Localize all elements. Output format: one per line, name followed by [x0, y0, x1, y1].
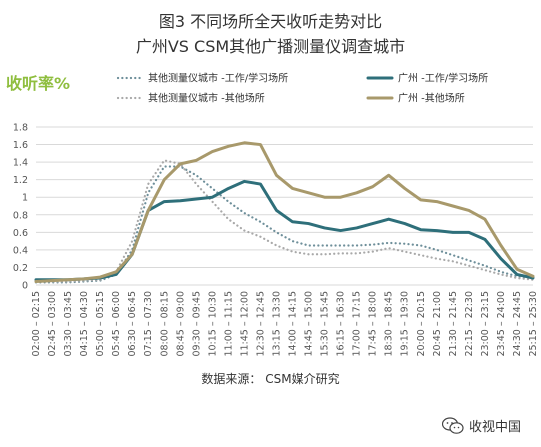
x-tick-label: 07:15 – 07:30 — [143, 291, 154, 357]
legend-label: 其他测量仪城市 -其他场所 — [148, 92, 265, 105]
wechat-icon — [441, 416, 464, 434]
series-line-3 — [34, 179, 535, 282]
x-tick-label: 14:45 – 15:00 — [304, 291, 315, 357]
y-tick-label: 1.6 — [13, 140, 28, 151]
series-line-4 — [34, 141, 535, 283]
x-tick-label: 17:45 – 18:00 — [368, 291, 379, 357]
y-tick-label: 0.8 — [13, 210, 28, 221]
data-source-note: 数据来源： CSM媒介研究 — [201, 372, 340, 386]
x-tick-label: 11:00 – 11:15 — [223, 291, 234, 357]
x-tick-label: 06:30 – 06:45 — [127, 291, 138, 357]
x-tick-label: 25:15 – 25:30 — [528, 291, 539, 357]
legend-item-1: 其他测量仪城市 -工作/学习场所 — [116, 72, 288, 85]
legend-label: 广州 -工作/学习场所 — [398, 72, 488, 85]
x-tick-label: 15:30 – 15:45 — [320, 291, 331, 357]
x-tick-label: 24:30 – 24:45 — [512, 291, 523, 357]
y-tick-label: 0.4 — [13, 245, 28, 256]
x-tick-label: 09:30 – 09:45 — [191, 291, 202, 357]
grid-layer — [36, 126, 533, 286]
series-layer — [34, 141, 535, 284]
x-tick-label: 12:30 – 12:45 — [255, 291, 266, 357]
x-tick-label: 19:15 – 19:30 — [400, 291, 411, 357]
x-tick-label: 17:00 – 17:15 — [352, 291, 363, 357]
x-tick-label: 04:15 – 04:30 — [79, 291, 90, 357]
y-axis-label: 收听率% — [6, 74, 71, 93]
x-tick-label: 11:45 – 12:00 — [239, 291, 250, 357]
y-tick-label: 1.8 — [13, 123, 28, 134]
x-tick-label: 10:15 – 10:30 — [207, 291, 218, 357]
chart-title-line1: 图3 不同场所全天收听走势对比 — [158, 12, 383, 31]
x-tick-label: 23:00 – 23:15 — [480, 291, 491, 357]
x-tick-label: 23:45 – 24:00 — [496, 291, 507, 357]
legend-label: 其他测量仪城市 -工作/学习场所 — [148, 72, 288, 85]
watermark: 收视中国 — [441, 416, 521, 435]
y-tick-label: 0.6 — [13, 228, 28, 239]
x-tick-label: 14:00 – 14:15 — [288, 291, 299, 357]
x-tick-label: 08:00 – 08:15 — [159, 291, 170, 357]
y-tick-label: 1.4 — [13, 158, 28, 169]
x-tick-label: 22:15 – 22:30 — [464, 291, 475, 357]
x-tick-label: 02:00 – 02:15 — [31, 291, 42, 357]
y-tick-label: 0.2 — [13, 263, 28, 274]
x-tick-label: 20:45 – 21:00 — [432, 291, 443, 357]
x-tick-label: 05:45 – 06:00 — [111, 291, 122, 357]
legend-item-3: 广州 -工作/学习场所 — [366, 72, 488, 85]
legend-label: 广州 -其他场所 — [398, 92, 465, 105]
legend-item-4: 广州 -其他场所 — [366, 92, 465, 105]
x-tick-label: 13:15 – 13:30 — [271, 291, 282, 357]
x-tick-label: 02:45 – 03:00 — [47, 291, 58, 357]
watermark-text: 收视中国 — [468, 420, 521, 435]
y-tick-layer: 0 0.2 0.4 0.6 0.8 1 1.2 1.4 1.6 1.8 — [13, 123, 28, 292]
series-line-2 — [34, 159, 535, 283]
chart-title-line2: 广州VS CSM其他广播测量仪调查城市 — [135, 37, 406, 56]
y-tick-label: 1 — [22, 193, 28, 204]
x-tick-label: 21:30 – 21:45 — [448, 291, 459, 357]
series-line-1 — [34, 165, 535, 284]
x-tick-label: 03:30 – 03:45 — [63, 291, 74, 357]
x-tick-label: 05:00 – 05:15 — [95, 291, 106, 357]
x-tick-layer: 02:00 – 02:15 02:45 – 03:00 03:30 – 03:45 0… — [31, 291, 539, 357]
x-tick-label: 16:15 – 16:30 — [336, 291, 347, 357]
legend-item-2: 其他测量仪城市 -其他场所 — [116, 92, 265, 105]
y-tick-label: 1.2 — [13, 175, 28, 186]
x-tick-label: 20:00 – 20:15 — [416, 291, 427, 357]
x-tick-label: 08:45 – 09:00 — [175, 291, 186, 357]
x-tick-label: 18:30 – 18:45 — [384, 291, 395, 357]
y-tick-label: 0 — [22, 281, 28, 292]
